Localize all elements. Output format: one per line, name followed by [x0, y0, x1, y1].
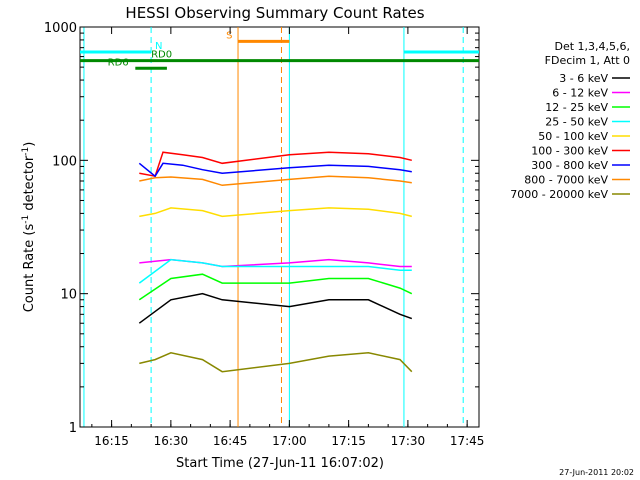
- legend-label-50-100-kev: 50 - 100 keV: [538, 130, 608, 143]
- legend-header-line2: FDecim 1, Att 0: [545, 54, 630, 67]
- vertical-markers: [83, 27, 464, 427]
- y-tick-label: 10: [60, 288, 77, 303]
- y-axis-label-part3: ): [22, 142, 37, 147]
- y-axis-label: Count Rate (s-1 detector-1): [21, 142, 37, 313]
- legend-label-7000-20000-kev: 7000 - 20000 keV: [510, 188, 608, 201]
- series-line-300-800-kev: [138, 162, 412, 178]
- x-axis-ticks: 16:15 16:30 16:45 17:00 17:15 17:30 17:45: [91, 27, 485, 448]
- flag-label-rd6: RD6: [108, 57, 129, 68]
- x-tick-label: 16:15: [94, 434, 129, 448]
- legend: Det 1,3,4,5,6, FDecim 1, Att 0 3 - 6 keV…: [510, 40, 630, 201]
- legend-label-3-6-kev: 3 - 6 keV: [559, 72, 608, 85]
- legend-label-6-12-kev: 6 - 12 keV: [552, 87, 608, 100]
- y-tick-label: 1000: [44, 21, 77, 36]
- series-line-100-300-kev: [139, 151, 412, 178]
- series-line-50-100-kev: [139, 207, 412, 218]
- y-axis-label-sup1: -1: [21, 215, 31, 224]
- legend-label-800-7000-kev: 800 - 7000 keV: [524, 174, 608, 187]
- plot-frame: [79, 26, 480, 428]
- x-tick-label: 16:45: [213, 434, 248, 448]
- x-tick-label: 17:15: [331, 434, 366, 448]
- legend-label-25-50-kev: 25 - 50 keV: [545, 116, 608, 129]
- x-tick-label: 17:00: [272, 434, 307, 448]
- x-tick-label: 17:45: [450, 434, 485, 448]
- series-line-7000-20000-kev: [139, 352, 413, 373]
- legend-label-100-300-kev: 100 - 300 keV: [531, 145, 608, 158]
- series-line-3-6-kev: [138, 292, 413, 324]
- series-line-12-25-kev: [138, 273, 413, 301]
- y-tick-label: 100: [52, 154, 77, 169]
- y-axis-label-sup2: -1: [21, 147, 31, 156]
- series-line-25-50-kev: [138, 258, 412, 284]
- flag-label-rd0: RD0: [151, 50, 172, 61]
- y-axis-label-part1: Count Rate (s: [22, 224, 37, 313]
- flag-label-s: S: [226, 30, 232, 41]
- x-axis-label: Start Time (27-Jun-11 16:07:02): [176, 456, 384, 471]
- legend-label-12-25-kev: 12 - 25 keV: [545, 101, 608, 114]
- chart-title: HESSI Observing Summary Count Rates: [125, 4, 424, 22]
- y-tick-label: 1: [69, 421, 77, 436]
- legend-header-line1: Det 1,3,4,5,6,: [554, 40, 630, 53]
- flag-label-n: N: [155, 41, 162, 52]
- date-stamp: 27-Jun-2011 20:02: [559, 468, 634, 477]
- y-axis-label-part2: detector: [22, 155, 37, 215]
- legend-label-300-800-kev: 300 - 800 keV: [531, 159, 608, 172]
- x-tick-label: 17:30: [391, 434, 426, 448]
- series-line-800-7000-kev: [139, 175, 412, 187]
- x-tick-label: 16:30: [154, 434, 189, 448]
- series-lines: [138, 151, 413, 373]
- y-axis-ticks: 1 10 100 1000: [44, 21, 479, 436]
